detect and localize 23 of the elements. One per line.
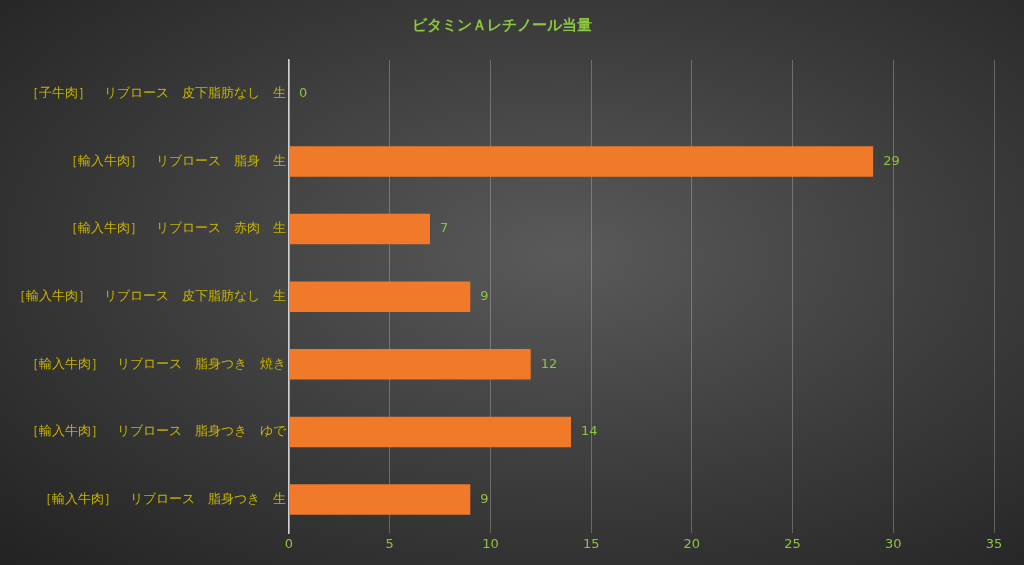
y-tick-label: ［輸入牛肉］ リブロース 脂身 生 [65, 152, 286, 168]
data-label: 14 [581, 423, 598, 439]
x-tick-label: 20 [683, 535, 701, 551]
chart-title: ビタミンＡレチノール当量 [412, 15, 592, 34]
y-tick-label: ［子牛肉］ リブロース 皮下脂肪なし 生 [26, 85, 286, 101]
x-tick-label: 15 [582, 535, 600, 551]
data-label: 0 [299, 85, 308, 101]
x-tick-label: 5 [385, 535, 394, 551]
x-tick-label: 25 [784, 535, 801, 551]
y-tick-label: ［輸入牛肉］ リブロース 脂身つき 焼き [26, 355, 286, 371]
x-tick-label: 30 [885, 535, 902, 551]
data-label: 9 [480, 288, 489, 304]
data-label: 7 [440, 220, 449, 236]
x-tick-label: 10 [482, 535, 499, 551]
y-tick-label: ［輸入牛肉］ リブロース 脂身つき 生 [39, 490, 286, 506]
x-tick-label: 0 [284, 535, 294, 551]
x-tick-label: 35 [985, 535, 1003, 551]
y-tick-label: ［輸入牛肉］ リブロース 脂身つき ゆで [26, 423, 287, 439]
y-tick-label: ［輸入牛肉］ リブロース 赤肉 生 [65, 220, 286, 236]
data-label: 12 [540, 355, 558, 371]
data-label: 9 [480, 490, 489, 506]
y-tick-label: ［輸入牛肉］ リブロース 皮下脂肪なし 生 [13, 288, 286, 304]
data-label: 29 [883, 152, 900, 168]
